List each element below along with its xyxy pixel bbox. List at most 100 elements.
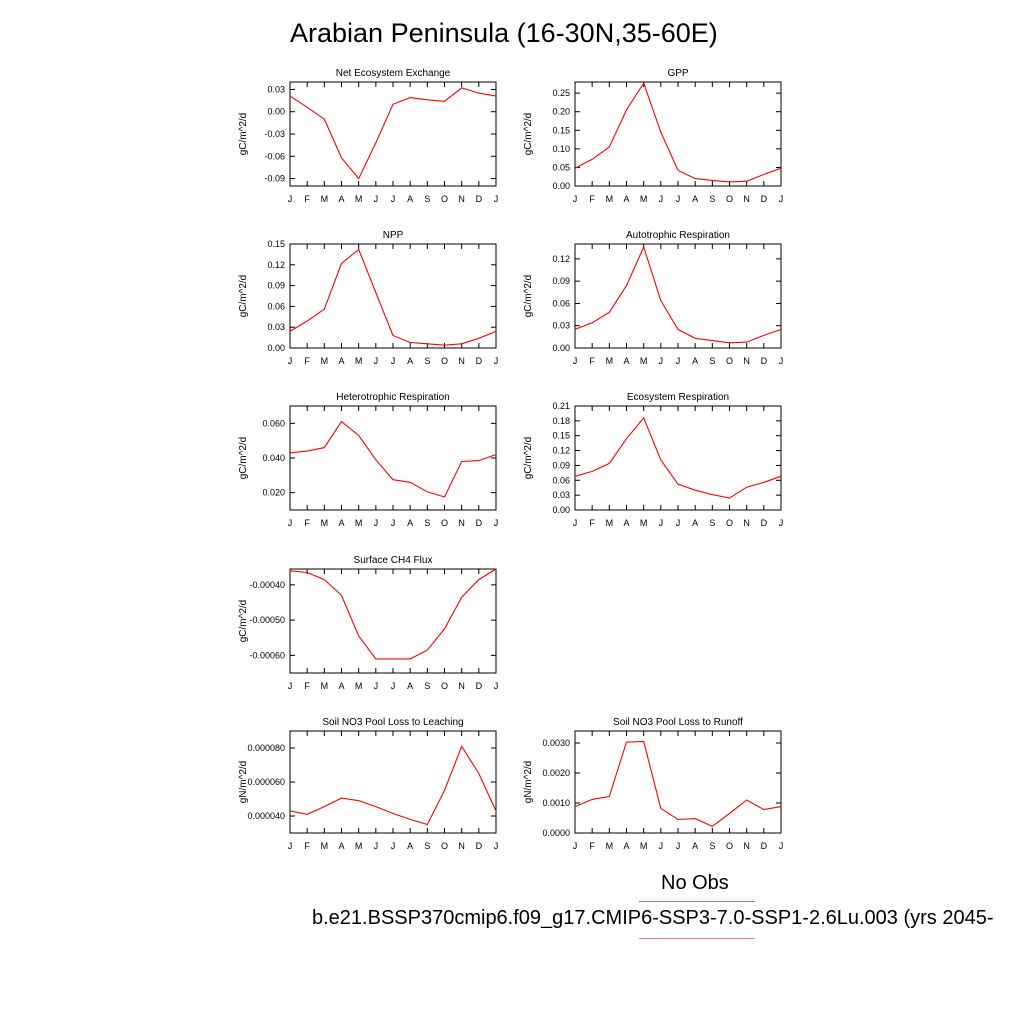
y-axis-label: gC/m^2/d	[238, 437, 249, 480]
series-line	[574, 416, 782, 499]
x-tick-label: S	[424, 356, 430, 366]
series-line	[289, 745, 497, 826]
y-tick-label: 0.03	[267, 322, 285, 332]
y-tick-label: 0.03	[267, 84, 285, 94]
x-tick-label: J	[391, 681, 396, 691]
y-tick-label: 0.00	[552, 181, 570, 191]
x-tick-label: N	[743, 356, 750, 366]
x-tick-label: M	[606, 841, 614, 851]
x-tick-label: M	[321, 681, 329, 691]
x-tick-label: A	[407, 194, 413, 204]
x-tick-label: J	[676, 356, 681, 366]
y-tick-label: 0.00	[552, 343, 570, 353]
x-tick-label: J	[374, 194, 379, 204]
x-tick-label: J	[391, 356, 396, 366]
x-tick-label: A	[407, 356, 413, 366]
x-tick-label: O	[441, 194, 448, 204]
plot-frame	[289, 243, 497, 349]
panel-title: Autotrophic Respiration	[626, 230, 730, 241]
panel-title: Soil NO3 Pool Loss to Leaching	[322, 717, 463, 728]
x-tick-label: A	[407, 518, 413, 528]
y-axis-label: gN/m^2/d	[238, 761, 249, 804]
x-tick-label: J	[659, 194, 664, 204]
y-tick-label: 0.020	[262, 488, 285, 498]
x-tick-label: A	[623, 356, 629, 366]
x-tick-label: M	[355, 518, 363, 528]
y-tick-label: -0.06	[264, 151, 285, 161]
x-tick-label: M	[606, 356, 614, 366]
x-tick-label: M	[321, 841, 329, 851]
x-tick-label: J	[288, 841, 293, 851]
x-tick-label: A	[692, 518, 698, 528]
y-tick-label: 0.03	[552, 321, 570, 331]
y-tick-label: 0.25	[552, 88, 570, 98]
x-tick-label: O	[726, 841, 733, 851]
y-tick-label: 0.15	[267, 239, 285, 249]
y-tick-label: 0.000080	[247, 743, 285, 753]
y-tick-label: 0.12	[552, 254, 570, 264]
plot-frame	[289, 730, 497, 834]
y-tick-label: -0.03	[264, 129, 285, 139]
x-tick-label: A	[623, 194, 629, 204]
legend-obs-line	[639, 901, 755, 902]
panel-title: Surface CH4 Flux	[354, 555, 433, 566]
x-tick-label: M	[355, 356, 363, 366]
x-tick-label: J	[779, 194, 784, 204]
series-line	[289, 248, 497, 346]
y-axis-label: gC/m^2/d	[523, 437, 534, 480]
x-tick-label: D	[761, 841, 768, 851]
x-tick-label: O	[726, 194, 733, 204]
y-tick-label: 0.0010	[542, 798, 570, 808]
y-tick-label: 0.00	[552, 505, 570, 515]
x-tick-label: O	[441, 841, 448, 851]
x-tick-label: A	[407, 681, 413, 691]
x-tick-label: D	[476, 194, 483, 204]
x-tick-label: A	[692, 194, 698, 204]
figure-title: Arabian Peninsula (16-30N,35-60E)	[290, 18, 718, 48]
x-tick-label: A	[338, 841, 344, 851]
x-tick-label: M	[640, 841, 648, 851]
y-tick-label: 0.00	[267, 343, 285, 353]
y-tick-label: -0.00040	[249, 580, 285, 590]
plot-frame	[574, 405, 782, 511]
x-tick-label: J	[573, 194, 578, 204]
x-tick-label: J	[374, 356, 379, 366]
x-tick-label: J	[391, 841, 396, 851]
y-tick-label: 0.040	[262, 453, 285, 463]
y-axis-label: gC/m^2/d	[523, 275, 534, 318]
y-tick-label: 0.00	[267, 107, 285, 117]
x-tick-label: N	[458, 518, 465, 528]
x-tick-label: F	[304, 194, 310, 204]
panel-title: Net Ecosystem Exchange	[336, 68, 451, 79]
x-tick-label: A	[692, 356, 698, 366]
x-tick-label: M	[321, 356, 329, 366]
x-tick-label: J	[374, 841, 379, 851]
x-tick-label: F	[589, 518, 595, 528]
x-tick-label: D	[476, 681, 483, 691]
y-axis-label: gC/m^2/d	[523, 113, 534, 156]
x-tick-label: N	[458, 194, 465, 204]
x-tick-label: J	[573, 356, 578, 366]
y-tick-label: 0.15	[552, 125, 570, 135]
x-tick-label: A	[338, 518, 344, 528]
y-axis-label: gC/m^2/d	[238, 600, 249, 643]
x-tick-label: A	[623, 518, 629, 528]
y-tick-label: 0.06	[552, 475, 570, 485]
y-tick-label: 0.06	[267, 301, 285, 311]
x-tick-label: M	[640, 518, 648, 528]
plot-frame	[574, 730, 782, 834]
y-tick-label: 0.03	[552, 490, 570, 500]
y-tick-label: 0.0000	[542, 828, 570, 838]
x-tick-label: J	[391, 194, 396, 204]
y-tick-label: 0.05	[552, 162, 570, 172]
x-tick-label: M	[321, 194, 329, 204]
x-tick-label: N	[743, 841, 750, 851]
y-tick-label: 0.0020	[542, 768, 570, 778]
panel-title: Soil NO3 Pool Loss to Runoff	[613, 717, 743, 728]
series-line	[574, 81, 782, 183]
